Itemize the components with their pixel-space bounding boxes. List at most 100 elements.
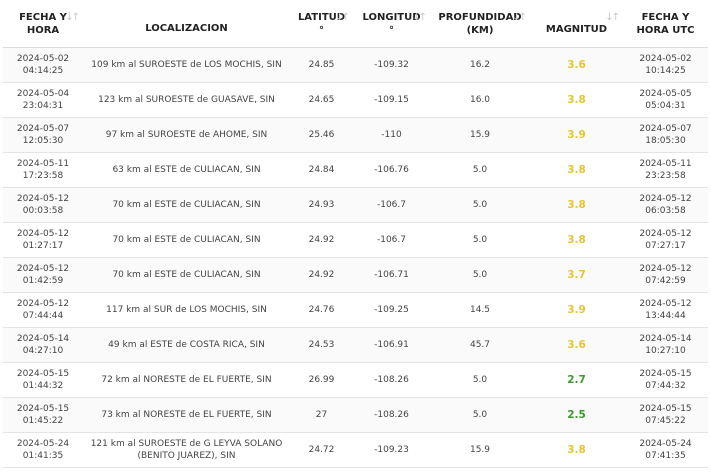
date-time-cell: 2024-05-04 23:04:31: [3, 82, 83, 118]
sort-arrows-icon[interactable]: ↓↑: [65, 12, 80, 23]
magnitude-cell: 2.7: [530, 362, 623, 398]
depth-cell: 45.7: [430, 327, 530, 363]
table-row[interactable]: 2024-05-02 04:14:25 109 km al SUROESTE de …: [3, 47, 708, 83]
table-row[interactable]: 2024-05-12 00:03:58 70 km al ESTE de CULIA…: [3, 187, 708, 223]
longitude-cell: -108.26: [353, 397, 430, 433]
longitude-cell: -108.26: [353, 362, 430, 398]
location-cell: 70 km al ESTE de CULIACAN, SIN: [83, 257, 290, 293]
column-header-label: PROFUNDIDAD (KM): [438, 11, 522, 36]
location-cell: 73 km al NORESTE de EL FUERTE, SIN: [83, 397, 290, 433]
longitude-cell: -109.23: [353, 432, 430, 468]
utc-date-time-cell: 2024-05-11 23:23:58: [623, 152, 708, 188]
depth-cell: 5.0: [430, 222, 530, 258]
magnitude-cell: 2.5: [530, 397, 623, 433]
longitude-cell: -109.32: [353, 47, 430, 83]
column-header-loc: LOCALIZACION: [83, 0, 290, 48]
table-row[interactable]: 2024-05-24 01:41:35 121 km al SUROESTE de …: [3, 432, 708, 468]
utc-date-time-cell: 2024-05-24 07:41:35: [623, 432, 708, 468]
latitude-cell: 24.85: [290, 47, 353, 83]
column-header-label: LATITUD °: [297, 11, 346, 36]
sort-arrows-icon[interactable]: ↓↑: [605, 12, 620, 23]
latitude-cell: 26.99: [290, 362, 353, 398]
date-time-cell: 2024-05-12 07:44:44: [3, 292, 83, 328]
sort-arrows-icon[interactable]: ↓↑: [512, 12, 527, 23]
column-header-utc: FECHA Y HORA UTC: [623, 0, 708, 48]
earthquake-table: FECHA Y HORA ↓↑ LOCALIZACION LATITUD ° ↓↑ LONGI…: [3, 0, 708, 468]
column-header-lon[interactable]: LONGITUD ° ↓↑: [353, 0, 430, 48]
depth-cell: 5.0: [430, 152, 530, 188]
utc-date-time-cell: 2024-05-12 07:42:59: [623, 257, 708, 293]
table-row[interactable]: 2024-05-15 01:44:32 72 km al NORESTE de EL…: [3, 362, 708, 398]
latitude-cell: 25.46: [290, 117, 353, 153]
depth-cell: 16.2: [430, 47, 530, 83]
location-cell: 121 km al SUROESTE de G LEYVA SOLANO (BEN…: [83, 432, 290, 468]
utc-date-time-cell: 2024-05-15 07:45:22: [623, 397, 708, 433]
longitude-cell: -106.7: [353, 222, 430, 258]
table-row[interactable]: 2024-05-12 01:27:17 70 km al ESTE de CULIA…: [3, 222, 708, 258]
table-row[interactable]: 2024-05-15 01:45:22 73 km al NORESTE de EL…: [3, 397, 708, 433]
column-header-mag[interactable]: MAGNITUD ↓↑: [530, 0, 623, 48]
table-row[interactable]: 2024-05-14 04:27:10 49 km al ESTE de COSTA…: [3, 327, 708, 363]
location-cell: 123 km al SUROESTE de GUASAVE, SIN: [83, 82, 290, 118]
magnitude-cell: 3.8: [530, 152, 623, 188]
longitude-cell: -106.71: [353, 257, 430, 293]
location-cell: 72 km al NORESTE de EL FUERTE, SIN: [83, 362, 290, 398]
latitude-cell: 24.65: [290, 82, 353, 118]
longitude-cell: -109.15: [353, 82, 430, 118]
date-time-cell: 2024-05-24 01:41:35: [3, 432, 83, 468]
magnitude-cell: 3.8: [530, 82, 623, 118]
date-time-cell: 2024-05-12 00:03:58: [3, 187, 83, 223]
sort-arrows-icon[interactable]: ↓↑: [335, 12, 350, 23]
longitude-cell: -106.7: [353, 187, 430, 223]
column-header-prof[interactable]: PROFUNDIDAD (KM) ↓↑: [430, 0, 530, 48]
latitude-cell: 24.84: [290, 152, 353, 188]
table-row[interactable]: 2024-05-12 01:42:59 70 km al ESTE de CULIA…: [3, 257, 708, 293]
table-row[interactable]: 2024-05-11 17:23:58 63 km al ESTE de CULIA…: [3, 152, 708, 188]
utc-date-time-cell: 2024-05-12 06:03:58: [623, 187, 708, 223]
column-header-fecha[interactable]: FECHA Y HORA ↓↑: [3, 0, 83, 48]
longitude-cell: -106.91: [353, 327, 430, 363]
latitude-cell: 24.92: [290, 257, 353, 293]
column-header-label: LONGITUD °: [362, 11, 421, 36]
latitude-cell: 24.72: [290, 432, 353, 468]
table-row[interactable]: 2024-05-04 23:04:31 123 km al SUROESTE de …: [3, 82, 708, 118]
sort-arrows-icon[interactable]: ↓↑: [412, 12, 427, 23]
date-time-cell: 2024-05-02 04:14:25: [3, 47, 83, 83]
depth-cell: 5.0: [430, 397, 530, 433]
utc-date-time-cell: 2024-05-14 10:27:10: [623, 327, 708, 363]
utc-date-time-cell: 2024-05-07 18:05:30: [623, 117, 708, 153]
latitude-cell: 27: [290, 397, 353, 433]
magnitude-cell: 3.9: [530, 117, 623, 153]
table-body: 2024-05-02 04:14:25 109 km al SUROESTE de …: [3, 47, 708, 468]
date-time-cell: 2024-05-12 01:27:17: [3, 222, 83, 258]
column-header-label: FECHA Y HORA: [19, 11, 67, 36]
location-cell: 117 km al SUR de LOS MOCHIS, SIN: [83, 292, 290, 328]
depth-cell: 14.5: [430, 292, 530, 328]
latitude-cell: 24.93: [290, 187, 353, 223]
date-time-cell: 2024-05-12 01:42:59: [3, 257, 83, 293]
table-header: FECHA Y HORA ↓↑ LOCALIZACION LATITUD ° ↓↑ LONGI…: [3, 0, 708, 48]
depth-cell: 5.0: [430, 187, 530, 223]
column-header-label: FECHA Y HORA UTC: [636, 11, 695, 36]
utc-date-time-cell: 2024-05-12 13:44:44: [623, 292, 708, 328]
column-header-label: MAGNITUD: [545, 24, 608, 35]
utc-date-time-cell: 2024-05-05 05:04:31: [623, 82, 708, 118]
column-header-label: LOCALIZACION: [145, 23, 228, 34]
table-row[interactable]: 2024-05-07 12:05:30 97 km al SUROESTE de A…: [3, 117, 708, 153]
latitude-cell: 24.76: [290, 292, 353, 328]
location-cell: 63 km al ESTE de CULIACAN, SIN: [83, 152, 290, 188]
date-time-cell: 2024-05-15 01:45:22: [3, 397, 83, 433]
table-row[interactable]: 2024-05-12 07:44:44 117 km al SUR de LOS M…: [3, 292, 708, 328]
latitude-cell: 24.92: [290, 222, 353, 258]
magnitude-cell: 3.6: [530, 327, 623, 363]
location-cell: 97 km al SUROESTE de AHOME, SIN: [83, 117, 290, 153]
depth-cell: 15.9: [430, 432, 530, 468]
longitude-cell: -110: [353, 117, 430, 153]
location-cell: 70 km al ESTE de CULIACAN, SIN: [83, 187, 290, 223]
magnitude-cell: 3.8: [530, 432, 623, 468]
column-header-lat[interactable]: LATITUD ° ↓↑: [290, 0, 353, 48]
latitude-cell: 24.53: [290, 327, 353, 363]
depth-cell: 5.0: [430, 257, 530, 293]
date-time-cell: 2024-05-14 04:27:10: [3, 327, 83, 363]
